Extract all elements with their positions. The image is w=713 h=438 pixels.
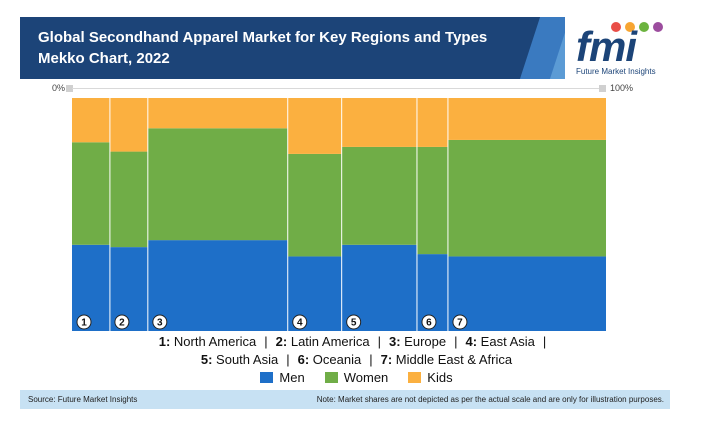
column-badge-label: 7: [457, 318, 463, 329]
fmi-logo: fmi Future Market Insights: [570, 18, 695, 80]
chart-title: Global Secondhand Apparel Market for Key…: [38, 29, 488, 67]
series-legend: Men Women Kids: [0, 370, 713, 385]
scale-line: [72, 88, 606, 89]
column-badge-circle: [76, 314, 92, 330]
column-badge-circle: [452, 314, 468, 330]
legend-separator: |: [377, 334, 381, 349]
column-badge-circle: [346, 314, 362, 330]
bar-segment-women-5: [341, 146, 417, 245]
legend-separator: |: [454, 334, 458, 349]
region-legend-item: 5: South Asia: [200, 352, 279, 367]
bar-segment-women-1: [72, 142, 110, 245]
region-legend-item: 4: East Asia: [465, 334, 535, 349]
column-badge-label: 2: [119, 318, 125, 329]
legend-swatch: [408, 372, 422, 383]
bar-segment-women-6: [416, 146, 448, 255]
scale-max-cap: [599, 85, 606, 92]
column-badge-circle: [114, 314, 130, 330]
region-legend-item: 1: North America: [158, 334, 257, 349]
column-badge-label: 5: [351, 318, 357, 329]
column-badge-label: 4: [297, 318, 303, 329]
logo-wordmark: fmi: [576, 23, 637, 70]
column-badge-5: 5: [346, 314, 362, 330]
legend-separator: |: [264, 334, 268, 349]
bar-segment-women-2: [109, 151, 148, 248]
bar-segment-kids-3: [147, 98, 288, 129]
region-legend-item: 7: Middle East & Africa: [380, 352, 513, 367]
bar-segment-women-7: [447, 139, 606, 257]
logo-dot: [639, 22, 649, 32]
region-number: 6:: [297, 352, 310, 367]
region-number: 2:: [275, 334, 288, 349]
bar-segment-men-1: [72, 244, 110, 331]
region-legend-item: 3: Europe: [389, 334, 447, 349]
legend-label: Men: [279, 370, 305, 385]
legend-separator: |: [369, 352, 373, 367]
column-badge-2: 2: [114, 314, 130, 330]
scale-min-cap: [66, 85, 73, 92]
legend-swatch: [260, 372, 274, 383]
bar-segment-women-3: [147, 128, 288, 241]
legend-label: Women: [343, 370, 389, 385]
legend-separator: |: [542, 334, 547, 349]
column-badge-circle: [152, 314, 168, 330]
legend-swatch: [324, 372, 338, 383]
column-badge-7: 7: [452, 314, 468, 330]
bar-segment-kids-6: [416, 98, 448, 147]
bar-segment-kids-7: [447, 98, 606, 140]
bar-segment-men-7: [447, 256, 606, 331]
region-legend-item: 2: Latin America: [275, 334, 370, 349]
bar-segment-men-2: [109, 247, 148, 331]
column-badge-1: 1: [76, 314, 92, 330]
column-badge-label: 3: [157, 318, 163, 329]
logo-dots-icon: [611, 22, 663, 32]
column-badge-circle: [292, 314, 308, 330]
region-number: 1:: [158, 334, 171, 349]
logo-dot: [653, 22, 663, 32]
legend-separator: |: [286, 352, 290, 367]
logo-dot: [611, 22, 621, 32]
region-number: 7:: [380, 352, 393, 367]
legend-item-kids: Kids: [408, 370, 453, 385]
region-number: 3:: [389, 334, 401, 349]
region-number: 5:: [200, 352, 213, 367]
bar-segment-men-3: [147, 240, 288, 331]
legend-item-men: Men: [260, 370, 305, 385]
column-badge-3: 3: [152, 314, 168, 330]
footer-bar: Source: Future Market Insights Note: Mar…: [20, 390, 670, 409]
logo-tagline: Future Market Insights: [576, 67, 656, 76]
column-badge-label: 6: [426, 318, 432, 329]
chart-header: Global Secondhand Apparel Market for Key…: [20, 17, 565, 79]
region-legend-line-1: 1: North America | 2: Latin America | 3: Eur…: [0, 334, 713, 349]
footer-source: Source: Future Market Insights: [28, 395, 138, 404]
scale-max-label: 100%: [610, 83, 634, 93]
bar-segment-kids-1: [72, 98, 110, 143]
bar-segment-kids-2: [109, 98, 148, 152]
legend-label: Kids: [427, 370, 453, 385]
footer-note: Note: Market shares are not depicted as …: [316, 395, 664, 404]
column-badge-4: 4: [292, 314, 308, 330]
logo-dot: [625, 22, 635, 32]
column-badge-label: 1: [81, 318, 87, 329]
region-legend-line-2: 5: South Asia | 6: Oceania | 7: Middle East …: [0, 352, 713, 367]
column-badge-circle: [421, 314, 437, 330]
region-legend-item: 6: Oceania: [297, 352, 362, 367]
bar-segment-women-4: [287, 153, 342, 257]
region-number: 4:: [465, 334, 478, 349]
legend-item-women: Women: [324, 370, 389, 385]
column-badge-6: 6: [421, 314, 437, 330]
bar-segment-kids-5: [341, 98, 417, 147]
bar-segment-kids-4: [287, 98, 342, 154]
scale-min-label: 0%: [52, 83, 66, 93]
